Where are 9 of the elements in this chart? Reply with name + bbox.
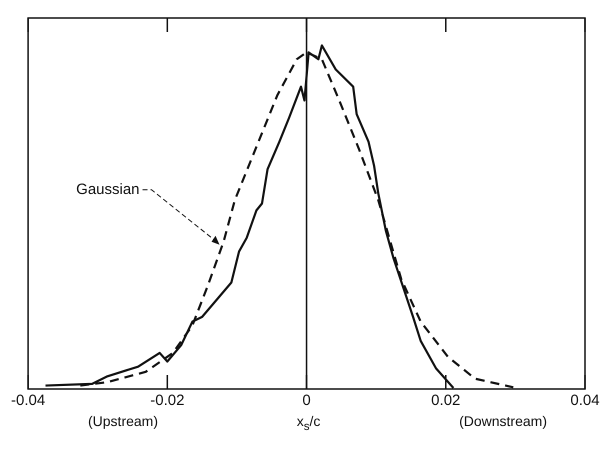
annotation: Gaussian bbox=[76, 180, 140, 198]
x-tick-label: -0.04 bbox=[10, 392, 46, 410]
x-tick-label: 0.02 bbox=[431, 392, 460, 410]
text: (Upstream) bbox=[88, 413, 158, 429]
text: (Downstream) bbox=[459, 413, 547, 429]
x-tick-label: -0.02 bbox=[150, 392, 184, 410]
x-tick-label: 0.04 bbox=[570, 392, 600, 410]
x-axis-title: x$_{s}$/c bbox=[296, 413, 320, 433]
x-tick-label: 0 bbox=[302, 392, 311, 410]
